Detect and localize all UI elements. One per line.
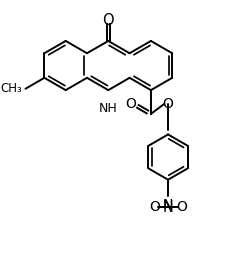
Text: N: N — [162, 199, 173, 215]
Text: O: O — [176, 200, 187, 214]
Text: N: N — [162, 198, 173, 212]
Text: NH: NH — [99, 102, 117, 115]
Text: O: O — [125, 97, 136, 111]
Text: O: O — [162, 97, 173, 111]
Text: CH₃: CH₃ — [1, 82, 22, 95]
Text: O: O — [102, 13, 114, 28]
Text: O: O — [148, 200, 159, 214]
